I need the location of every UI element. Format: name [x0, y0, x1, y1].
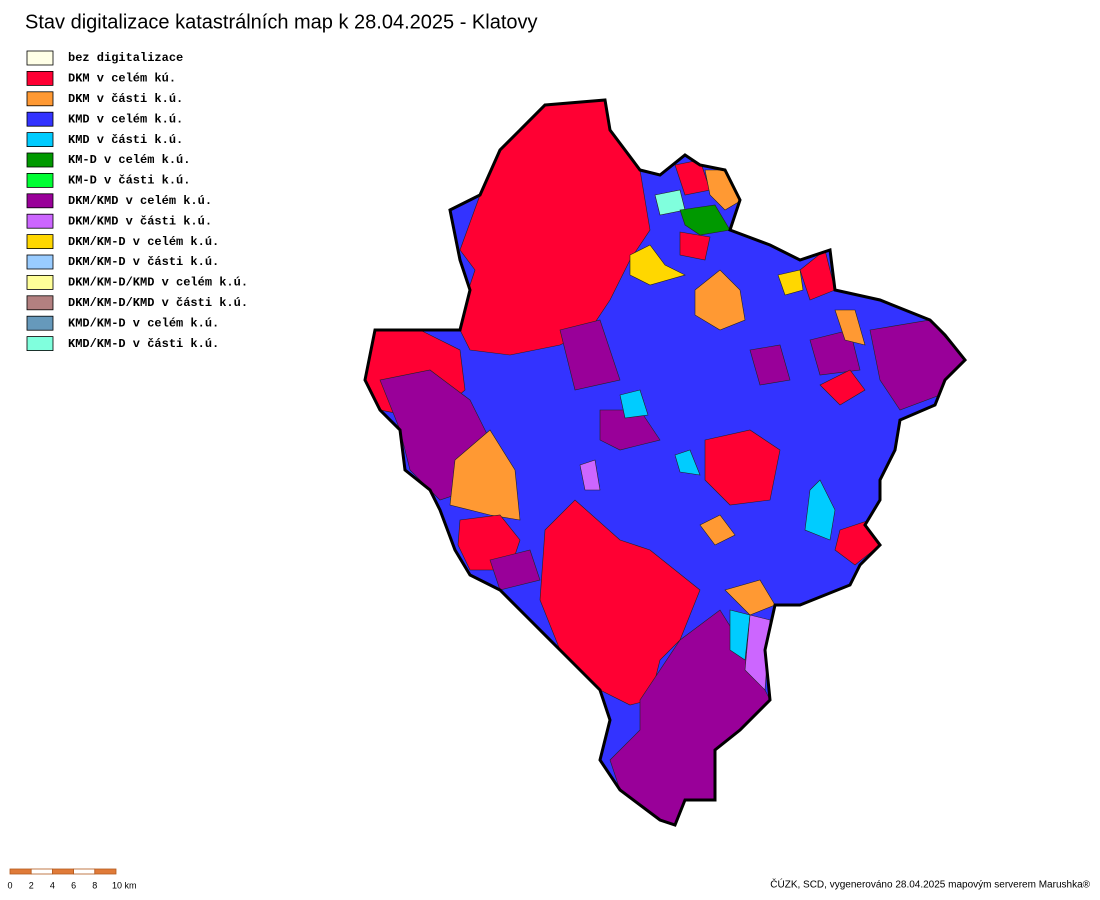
region [449, 429, 521, 521]
legend-swatch [26, 71, 54, 86]
legend-swatch [26, 172, 54, 188]
region [619, 389, 649, 419]
legend-swatch [26, 336, 54, 352]
scale-segment [30, 868, 53, 875]
scale-label: 0 [7, 880, 12, 890]
region [819, 369, 866, 406]
legend-label: KM-D v části k.ú. [68, 174, 190, 188]
legend-label: DKM v celém kú. [68, 72, 176, 86]
legend-swatch [26, 132, 54, 148]
region [679, 231, 711, 261]
region [777, 269, 804, 296]
scale-segment [94, 868, 117, 875]
legend-swatch [26, 213, 54, 229]
legend-label: DKM/KM-D/KMD v části k.ú. [68, 296, 248, 310]
map-title: Stav digitalizace katastrálních map k 28… [25, 11, 538, 33]
credit: ČÚZK, SCD, vygenerováno 28.04.2025 mapov… [770, 878, 1090, 891]
legend-swatch [26, 234, 54, 250]
legend-swatch [26, 50, 54, 66]
region [559, 319, 621, 391]
legend-swatch [26, 315, 54, 331]
district-outline [363, 98, 968, 827]
legend-label: KMD v celém k.ú. [68, 112, 183, 126]
legend-label: DKM/KM-D v části k.ú. [68, 255, 219, 269]
region [809, 329, 861, 376]
scale-label: 10 km [112, 880, 137, 890]
legend-label: KMD/KM-D v celém k.ú. [68, 316, 219, 330]
scale-label: 6 [71, 880, 76, 890]
scale-segment [9, 868, 32, 875]
legend-label: DKM/KM-D/KMD v celém k.ú. [68, 276, 248, 290]
region [674, 449, 701, 476]
region [804, 479, 836, 541]
scale-label: 8 [92, 880, 97, 890]
scale-segment [52, 868, 75, 875]
region [834, 309, 866, 346]
legend-label: DKM v části k.ú. [68, 92, 183, 106]
legend-swatch [26, 111, 54, 127]
district-map [365, 100, 965, 825]
legend-label: KM-D v celém k.ú. [68, 153, 190, 167]
legend-label: bez digitalizace [68, 51, 183, 65]
legend-swatch [26, 91, 54, 107]
region [694, 269, 746, 331]
legend-swatch [26, 254, 54, 270]
region [489, 549, 541, 591]
legend: bez digitalizace DKM v celém kú. DKM v čás… [26, 50, 248, 352]
region [749, 344, 791, 386]
region [679, 204, 731, 236]
legend-label: DKM/KM-D v celém k.ú. [68, 235, 219, 249]
scale-label: 2 [29, 880, 34, 890]
legend-label: KMD/KM-D v části k.ú. [68, 337, 219, 351]
region [729, 609, 751, 661]
legend-swatch [26, 193, 54, 209]
legend-swatch [26, 152, 54, 168]
legend-label: DKM/KMD v části k.ú. [68, 214, 212, 228]
legend-swatch [26, 295, 54, 311]
legend-swatch [26, 274, 54, 290]
region [579, 459, 601, 491]
region [699, 514, 736, 546]
scale-bar: 0 2 4 6 8 10 km [7, 868, 137, 890]
region [704, 429, 781, 506]
region [629, 244, 686, 286]
scale-label: 4 [50, 880, 55, 890]
legend-label: KMD v části k.ú. [68, 133, 183, 147]
scale-segment [73, 868, 96, 875]
region [744, 614, 771, 691]
legend-label: DKM/KMD v celém k.ú. [68, 194, 212, 208]
